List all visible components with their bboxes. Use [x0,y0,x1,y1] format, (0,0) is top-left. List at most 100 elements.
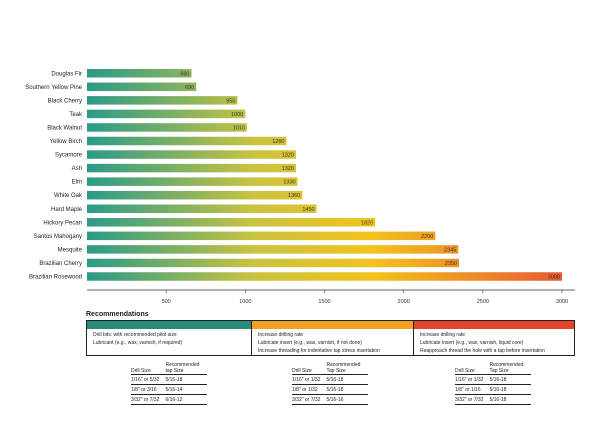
x-axis: 500 1000 1500 2000 2500 3000 [87,289,575,305]
category-label: Elm [72,180,82,186]
bar [87,272,562,281]
bar [87,163,296,173]
x-tick-label: 3000 [556,299,568,305]
table-row: 1/8" or 3/16 5/16-14 [131,384,208,395]
category-label: Black Cherry [48,98,82,104]
data-label: 1320 [282,166,294,172]
table-row: 1/8" or 1/32 5/16-18 [292,384,369,395]
recommendations-title: Recommendations [86,311,149,318]
data-label: 1360 [288,193,300,199]
x-tick-label: 1500 [318,299,330,305]
table-header: Recommended tap Size [165,362,208,375]
table-row: 1/8" or 1/16 5/16-18 [455,384,532,395]
table-header: Drill Size [292,362,327,375]
bar [87,69,192,78]
data-label: 1450 [302,207,314,213]
category-label: Santos Mahogany [34,234,82,240]
bar [87,218,376,227]
table-cell: 1/16" or 5/32 [131,374,166,385]
table-cell: 3/32" or 7/32 [292,394,327,405]
category-label: White Oak [54,193,83,199]
data-label: 1820 [361,220,373,226]
data-label: 1010 [233,125,245,131]
data-label: 1330 [283,180,295,186]
table-header: Drill Size [455,362,490,375]
category-label: Sycamore [55,153,83,159]
table-cell: 1/8" or 1/32 [292,384,327,395]
table-cell: 5/16-18 [489,394,532,405]
bar [87,123,247,132]
data-label: 2345 [444,247,456,253]
bar [87,150,296,159]
drill-size-table-low: Drill Size Recommended tap Size 1/16" or… [131,362,208,405]
data-label: 950 [226,98,235,104]
category-label: Brazilian Rosewood [29,275,82,281]
table-cell: 6/16-12 [165,394,208,405]
table-cell: 3/32" or 7/32 [131,394,166,405]
category-label: Teak [69,112,83,118]
category-label: Brazilian Cherry [39,261,82,267]
bar [87,82,197,92]
panel-color-bar [87,321,251,329]
table-header: Recommended Tap Size [326,362,369,375]
drill-size-table-mid: Drill Size Recommended Tap Size 1/16" or… [292,362,369,405]
panel-line: Increase drilling rate [258,332,304,338]
bar [87,245,459,254]
data-label: 1320 [282,153,294,159]
bar [87,258,460,268]
panel-line: Lubricant (e.g., wax, varnish, if requir… [93,340,183,346]
bars-group: Douglas Fir 660 Southern Yellow Pine 690 Bla… [25,69,562,281]
recommendation-panel-low: Drill bits: with recommended pilot size … [86,320,252,356]
x-tick-label: 2500 [477,299,489,305]
table-header: Recommended Tap Size [489,362,532,375]
table-cell: 5/16-18 [326,374,369,385]
table-header: Drill Size [131,362,166,375]
table-row: 1/16" or 5/32 5/16-18 [131,374,208,385]
bar [87,177,298,186]
bar [87,204,317,213]
bar [87,96,238,105]
data-label: 690 [185,85,194,91]
panel-color-bar [252,321,413,329]
data-label: 3000 [548,275,560,281]
table-cell: 5/16-16 [326,394,369,405]
table-cell: 5/16-14 [165,384,208,395]
table-cell: 1/8" or 1/16 [455,384,490,395]
bar [87,190,303,200]
category-label: Ash [72,166,82,172]
panel-line: Drill bits: with recommended pilot size [93,332,177,338]
table-row: 3/32" or 7/32 6/16-12 [131,394,208,405]
table-cell: 1/8" or 3/16 [131,384,166,395]
recommendation-panel-mid: Increase drilling rate Lubricate insert … [251,320,414,356]
table-row: 3/32" or 7/32 5/16-18 [455,394,532,405]
table-row: 1/16" or 1/32 5/16-18 [292,374,369,385]
table-row: 3/32" or 7/32 5/16-16 [292,394,369,405]
data-label: 2200 [421,234,433,240]
bar [87,136,287,146]
table-cell: 1/16" or 1/32 [292,374,327,385]
category-label: Black Walnut [47,125,82,131]
drill-size-table-high: Drill Size Recommended Tap Size 1/16" or… [455,362,532,405]
x-tick-label: 500 [162,299,171,305]
category-label: Yellow Birch [50,139,82,145]
data-label: 1000 [231,112,243,118]
table-cell: 5/16-18 [489,384,532,395]
panel-color-bar [414,321,574,329]
panel-line: Reapproach thread the hole with a tap be… [420,348,545,354]
panel-line: Increase threading for indentative tap s… [258,348,380,354]
table-cell: 5/16-18 [326,384,369,395]
category-label: Hard Maple [51,207,83,213]
category-label: Douglas Fir [51,71,82,77]
data-label: 1260 [272,139,284,145]
bar [87,109,246,119]
category-label: Hickory Pecan [43,220,82,226]
panel-line: Lubricate insert (e.g., wax, varnish, if… [258,340,362,346]
panel-line: Lubricate insert (e.g., wax, varnish, li… [420,340,524,346]
table-cell: 3/32" or 7/32 [455,394,490,405]
x-tick-label: 2000 [398,299,410,305]
category-label: Mesquite [58,247,83,253]
table-row: 1/16" or 1/32 5/16-18 [455,374,532,385]
table-cell: 5/16-18 [489,374,532,385]
panel-line: Increase drilling rate [420,332,466,338]
bar [87,231,436,241]
